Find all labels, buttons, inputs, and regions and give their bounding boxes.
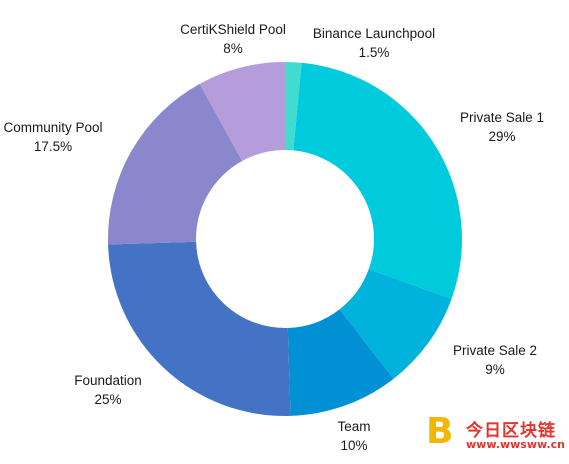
slices-group [108, 62, 462, 416]
slice-value-certikshield-pool: 8% [223, 41, 243, 56]
slice-certikshield-pool [199, 62, 285, 162]
slice-label-private-sale-2: Private Sale 2 [453, 343, 537, 358]
watermark-url: www.wwsww.cn [466, 438, 565, 451]
slice-private-sale-2 [339, 269, 452, 379]
slice-label-community-pool: Community Pool [3, 120, 102, 135]
watermark-text: 今日区块链 [466, 421, 556, 441]
slice-value-private-sale-1: 29% [488, 129, 515, 144]
slice-label-team: Team [337, 419, 370, 434]
slice-value-binance-launchpool: 1.5% [359, 45, 390, 60]
watermark: B 今日区块链 www.wwsww.cn [426, 414, 566, 454]
slice-value-private-sale-2: 9% [485, 362, 505, 377]
slice-label-certikshield-pool: CertiKShield Pool [180, 22, 286, 37]
watermark-logo-icon: B [426, 411, 454, 452]
slice-foundation [108, 241, 291, 416]
slice-community-pool [108, 83, 243, 245]
slice-private-sale-1 [293, 62, 462, 299]
slice-label-foundation: Foundation [74, 373, 142, 388]
slice-label-private-sale-1: Private Sale 1 [460, 110, 544, 125]
slice-value-community-pool: 17.5% [34, 139, 72, 154]
labels-group: Binance Launchpool 1.5% Private Sale 1 29% P… [3, 22, 544, 453]
slice-label-binance-launchpool: Binance Launchpool [313, 26, 435, 41]
slice-binance-launchpool [285, 62, 302, 151]
slice-value-foundation: 25% [94, 392, 121, 407]
slice-value-team: 10% [340, 438, 367, 453]
slice-team [287, 309, 394, 416]
